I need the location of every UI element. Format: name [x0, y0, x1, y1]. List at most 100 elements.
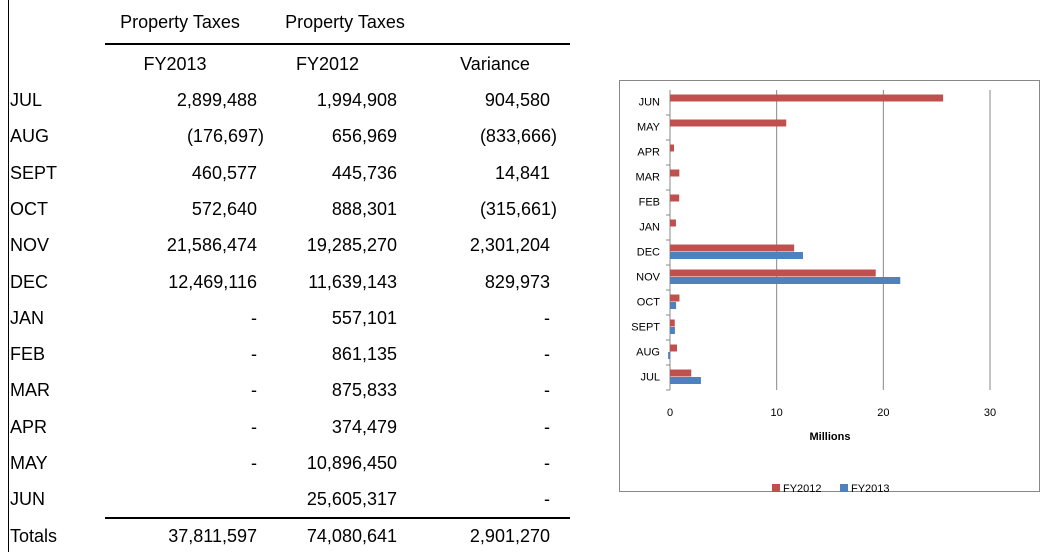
totals-label: Totals — [10, 526, 58, 546]
cell-value: 572,640 — [191, 198, 257, 219]
cell-value: 2,899,488 — [176, 90, 257, 110]
x-tick-label: 0 — [667, 407, 673, 419]
row-label: JAN — [10, 307, 45, 328]
legend-swatch — [772, 484, 780, 492]
bar — [670, 294, 680, 302]
row-label: JUL — [10, 90, 43, 110]
bar — [670, 327, 675, 334]
cell-value: - — [251, 453, 257, 473]
cell-value: 557,101 — [331, 307, 397, 328]
totals-value: 74,080,641 — [306, 526, 397, 546]
cell-value: 460,577 — [191, 162, 257, 183]
y-tick-label: JUL — [640, 371, 660, 383]
cell-value: 14,841 — [494, 162, 550, 183]
row-label: NOV — [10, 235, 50, 256]
cell-value: 374,479 — [331, 416, 397, 437]
row-label: JUN — [10, 489, 45, 510]
cell-value: 861,135 — [331, 344, 397, 365]
cell-value: - — [251, 380, 257, 401]
cell-value: - — [251, 307, 257, 328]
left-border — [8, 0, 9, 552]
cell-value: 445,736 — [331, 162, 397, 183]
cell-value: - — [544, 380, 550, 401]
cell-value: - — [544, 416, 550, 437]
x-tick-label: 30 — [984, 407, 996, 419]
bar — [670, 144, 674, 152]
bar — [670, 302, 677, 309]
cell-value: 1,994,908 — [316, 90, 397, 110]
column-group-header: Property Taxes — [285, 12, 405, 32]
cell-value: 12,469,116 — [168, 271, 257, 292]
cell-value: (176,697) — [186, 126, 264, 147]
y-tick-label: DEC — [637, 246, 660, 258]
row-label: AUG — [10, 126, 50, 147]
column-header: Variance — [460, 54, 530, 74]
bar — [670, 169, 680, 177]
y-tick-label: AUG — [636, 346, 660, 358]
row-label: MAY — [10, 453, 48, 473]
bar — [670, 119, 787, 127]
cell-value: - — [544, 453, 550, 473]
bar — [670, 344, 678, 352]
cell-value: (315,661) — [479, 198, 557, 219]
bar — [670, 269, 876, 277]
row-label: APR — [10, 416, 48, 437]
cell-value: 904,580 — [484, 90, 550, 110]
cell-value: - — [544, 344, 550, 365]
bar — [670, 252, 804, 259]
cell-value: 21,586,474 — [166, 235, 257, 256]
cell-value: - — [251, 416, 257, 437]
chart-box — [619, 80, 1040, 492]
cell-value: 2,301,204 — [469, 235, 550, 256]
bar — [670, 244, 795, 252]
row-label: SEPT — [10, 162, 58, 183]
y-tick-label: FEB — [639, 196, 660, 208]
y-tick-label: MAY — [637, 121, 661, 133]
y-tick-label: APR — [637, 146, 660, 158]
bar — [670, 319, 675, 327]
cell-value: 656,969 — [331, 126, 397, 147]
totals-value: 37,811,597 — [168, 526, 257, 546]
bar — [670, 194, 680, 202]
bar — [670, 219, 676, 227]
cell-value: 829,973 — [484, 271, 550, 292]
y-tick-label: NOV — [636, 271, 661, 283]
column-group-header: Property Taxes — [120, 12, 240, 32]
y-tick-label: JUN — [639, 96, 660, 108]
cell-value: - — [544, 307, 550, 328]
header-rule — [105, 43, 570, 45]
row-label: OCT — [10, 198, 48, 219]
y-tick-label: OCT — [637, 296, 661, 308]
bar — [670, 369, 692, 377]
cell-value: 11,639,143 — [308, 271, 397, 292]
cell-value: (833,666) — [479, 126, 557, 147]
legend-label: FY2013 — [851, 483, 890, 495]
column-header: FY2012 — [295, 54, 360, 74]
bar — [670, 277, 901, 284]
bar — [668, 352, 670, 359]
bar — [670, 94, 944, 102]
x-tick-label: 20 — [877, 407, 889, 419]
x-tick-label: 10 — [771, 407, 783, 419]
cell-value: 875,833 — [331, 380, 397, 401]
totals-rule — [105, 517, 570, 519]
cell-value: - — [251, 344, 257, 365]
cell-value: - — [544, 489, 550, 510]
cell-value: 10,896,450 — [306, 453, 397, 473]
x-axis-label: Millions — [810, 431, 851, 443]
row-label: MAR — [10, 380, 50, 401]
bar — [670, 377, 701, 384]
totals-value: 2,901,270 — [469, 526, 550, 546]
row-label: FEB — [10, 344, 46, 365]
cell-value: 25,605,317 — [306, 489, 397, 510]
legend-swatch — [840, 484, 848, 492]
y-tick-label: MAR — [636, 171, 661, 183]
y-tick-label: SEPT — [631, 321, 660, 333]
column-header: FY2013 — [143, 54, 207, 74]
cell-value: 19,285,270 — [306, 235, 397, 256]
y-tick-label: JAN — [639, 221, 660, 233]
cell-value: 888,301 — [331, 198, 397, 219]
row-label: DEC — [10, 271, 49, 292]
